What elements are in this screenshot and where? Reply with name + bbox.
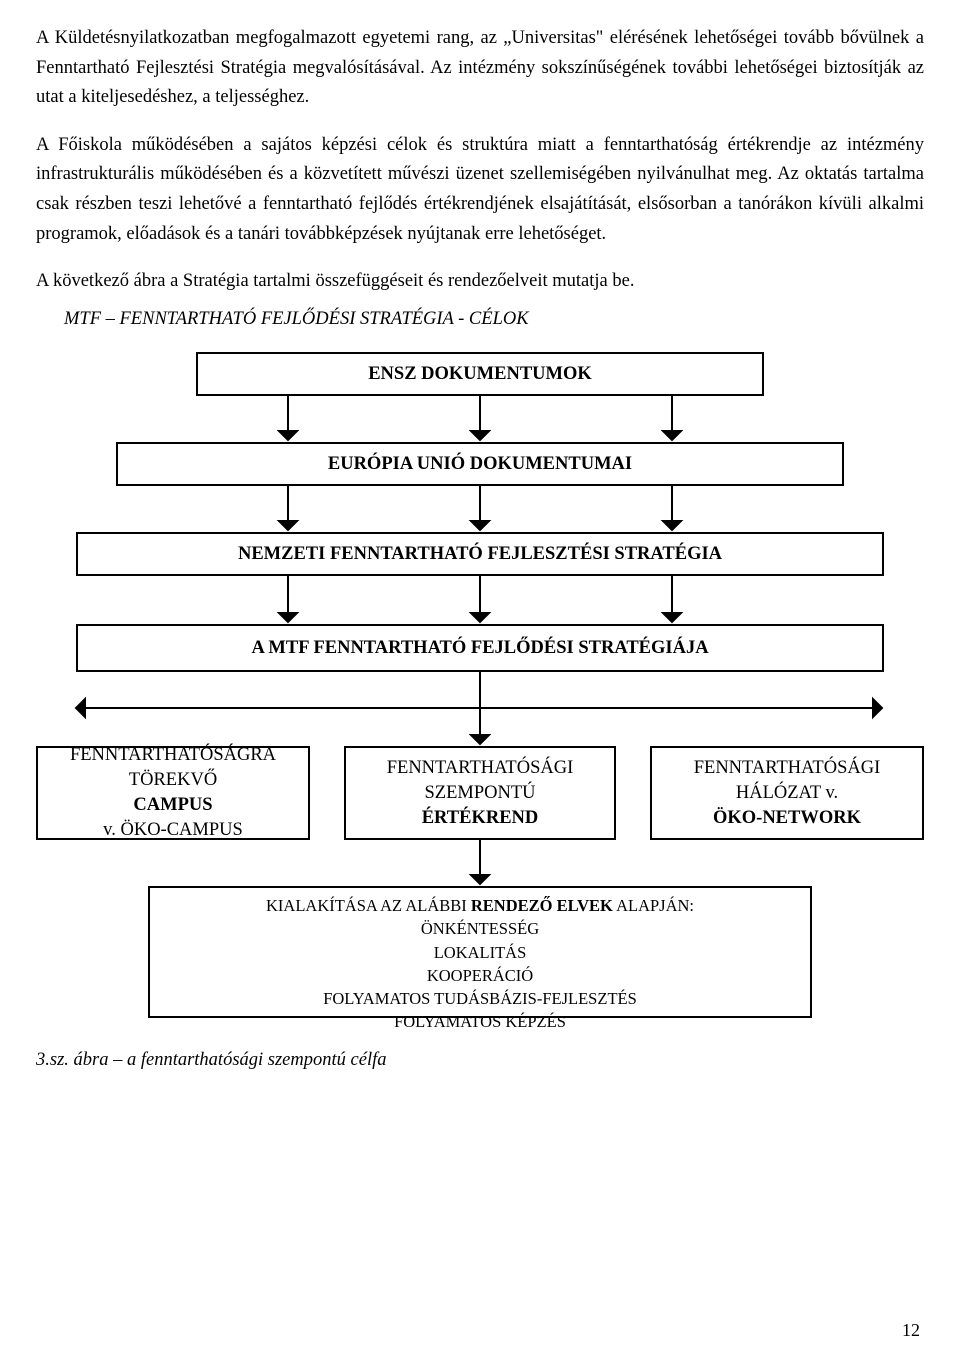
node-nemzeti: NEMZETI FENNTARTHATÓ FEJLESZTÉSI STRATÉG… [76,532,884,576]
net-line2: HÁLÓZAT v. [694,781,881,806]
paragraph-1: A Küldetésnyilatkozatban megfogalmazott … [36,24,924,113]
principles-head-a: KIALAKÍTÁSA AZ ALÁBBI [266,896,471,915]
node-network: FENNTARTHATÓSÁGI HÁLÓZAT v. ÖKO-NETWORK [650,746,924,840]
node-mtf: A MTF FENNTARTHATÓ FEJLŐDÉSI STRATÉGIÁJA [76,624,884,672]
paragraph-3: A következő ábra a Stratégia tartalmi ös… [36,267,924,297]
net-line1: FENNTARTHATÓSÁGI [694,756,881,781]
diagram-title: MTF – FENNTARTHATÓ FEJLŐDÉSI STRATÉGIA -… [64,305,924,335]
paragraph-2: A Főiskola működésében a sajátos képzési… [36,131,924,249]
principles-head-b: RENDEZŐ ELVEK [471,896,613,915]
flowchart: ENSZ DOKUMENTUMOK EURÓPIA UNIÓ DOKUMENTU… [36,352,924,1022]
campus-line1: FENNTARTHATÓSÁGRA [70,743,276,768]
net-line3: ÖKO-NETWORK [713,808,861,828]
ertek-line3: ÉRTÉKREND [422,808,539,828]
principles-head-c: ALAPJÁN: [613,896,694,915]
campus-line3: v. ÖKO-CAMPUS [70,818,276,843]
page-number: 12 [902,1316,920,1345]
node-ensz: ENSZ DOKUMENTUMOK [196,352,764,396]
node-campus: FENNTARTHATÓSÁGRA TÖREKVŐ CAMPUS v. ÖKO-… [36,746,310,840]
node-eu: EURÓPIA UNIÓ DOKUMENTUMAI [116,442,844,486]
ertek-line1: FENNTARTHATÓSÁGI [387,756,574,781]
principles-l2: LOKALITÁS [158,941,802,964]
campus-line2a: TÖREKVŐ [70,768,276,793]
ertek-line2: SZEMPONTÚ [387,781,574,806]
campus-line2b: CAMPUS [133,795,212,815]
node-ertekrend: FENNTARTHATÓSÁGI SZEMPONTÚ ÉRTÉKREND [344,746,616,840]
principles-l1: ÖNKÉNTESSÉG [158,917,802,940]
principles-l3: KOOPERÁCIÓ [158,964,802,987]
node-principles: KIALAKÍTÁSA AZ ALÁBBI RENDEZŐ ELVEK ALAP… [148,886,812,1018]
principles-l4: FOLYAMATOS TUDÁSBÁZIS-FEJLESZTÉS [158,987,802,1010]
principles-l5: FOLYAMATOS KÉPZÉS [158,1010,802,1033]
figure-caption: 3.sz. ábra – a fenntarthatósági szempont… [36,1046,924,1076]
